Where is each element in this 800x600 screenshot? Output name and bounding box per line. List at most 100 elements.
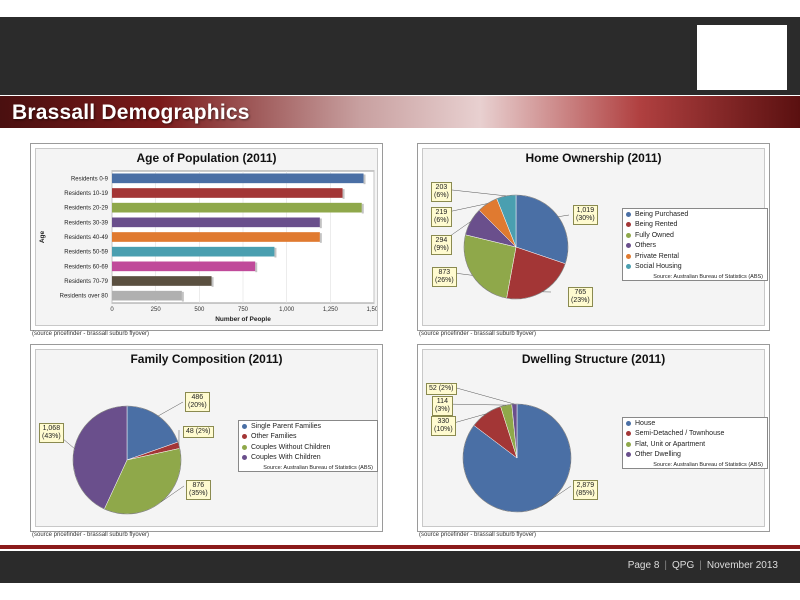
legend-label: Fully Owned: [635, 231, 674, 239]
legend-label: Other Families: [251, 433, 297, 441]
age-chart-title: Age of Population (2011): [136, 151, 277, 165]
legend-item: Others: [623, 241, 767, 252]
legend-swatch: [626, 452, 631, 458]
x-tick-label: 250: [151, 307, 162, 313]
x-tick-label: 500: [194, 307, 205, 313]
category-label: Residents 0-9: [71, 176, 109, 182]
callout-value: 486: [191, 394, 204, 401]
legend-swatch: [626, 420, 631, 426]
bar-shadow: [255, 262, 258, 273]
legend-item: House: [623, 418, 767, 429]
bar: [112, 217, 320, 228]
category-label: Residents 20-29: [64, 206, 108, 212]
callout-percent: (3%): [435, 406, 450, 413]
category-label: Residents 10-19: [64, 191, 108, 197]
callout-percent: (6%): [434, 192, 449, 199]
footer-bar: Page 8 | QPG | November 2013: [0, 551, 800, 583]
x-tick-label: 750: [238, 307, 249, 313]
home-chart-panel: Home Ownership (2011) 1,019 (30%) 765 (23%)…: [417, 143, 770, 331]
dwelling-chart-title: Dwelling Structure (2011): [521, 352, 666, 366]
category-label: Residents 50-59: [64, 250, 108, 256]
legend-source: Source: Australian Bureau of Statistics …: [653, 274, 763, 280]
callout-percent: (9%): [434, 245, 449, 252]
legend-item: Other Families: [239, 432, 377, 443]
callout-label: 1,068 (43%): [39, 423, 64, 443]
home-pie-chart: [442, 188, 570, 300]
callout-leader: [160, 485, 185, 503]
legend-swatch: [626, 232, 631, 238]
legend-item: Fully Owned: [623, 230, 767, 241]
bar: [112, 276, 212, 286]
age-chart-frame: Age of Population (2011) 0 250 500 750 1,000…: [35, 148, 378, 326]
bar-shadow: [211, 277, 214, 287]
callout-label: 873 (26%): [432, 267, 457, 287]
family-legend: Single Parent Families Other Families Coup…: [238, 420, 378, 472]
bar-shadow: [342, 189, 345, 199]
callout-percent: (10%): [434, 426, 453, 433]
legend-label: Flat, Unit or Apartment: [635, 440, 706, 448]
age-chart-source: (source pricefinder - brassall suburb fl…: [32, 331, 150, 337]
category-label: Residents 40-49: [64, 235, 108, 241]
legend-swatch: [242, 423, 247, 429]
bar: [112, 261, 256, 272]
legend-label: Private Rental: [635, 252, 679, 260]
footer-date: November 2013: [706, 560, 778, 571]
legend-swatch: [626, 243, 631, 249]
callout-value: 219: [435, 209, 448, 216]
callout-leader: [558, 214, 570, 217]
legend-label: Couples Without Children: [251, 443, 331, 451]
callout-label: 294 (9%): [431, 235, 452, 255]
legend-label: Others: [635, 242, 657, 250]
footer-page: Page 8: [627, 560, 660, 571]
age-chart-panel: Age of Population (2011) 0 250 500 750 1,000…: [30, 143, 383, 331]
callout-value: 294: [435, 237, 448, 244]
legend-item: Social Housing: [623, 262, 767, 273]
callout-value: 52 (2%): [429, 385, 454, 392]
x-tick-label: 1,500: [366, 307, 377, 313]
callout-label: 876 (35%): [186, 480, 211, 500]
callout-value: 1,068: [42, 425, 61, 432]
home-legend: Being Purchased Being Rented Fully Owned Ot…: [622, 208, 768, 281]
bar: [112, 173, 364, 184]
x-axis-label: Number of People: [215, 316, 271, 323]
callout-percent: (6%): [434, 217, 449, 224]
category-label: Residents 30-39: [64, 220, 108, 226]
logo-placeholder: [697, 25, 787, 90]
callout-value: 114: [436, 398, 448, 405]
legend-label: Other Dwelling: [635, 451, 681, 459]
legend-swatch: [242, 444, 247, 450]
callout-label: 765 (23%): [568, 287, 593, 307]
x-tick-label: 0: [110, 307, 114, 313]
bar-shadow: [181, 291, 184, 302]
callout-label: 203 (6%): [431, 182, 452, 202]
legend-item: Being Purchased: [623, 209, 767, 220]
legend-swatch: [626, 222, 631, 228]
callout-label: 486 (20%): [185, 392, 210, 412]
callout-label: 48 (2%): [183, 426, 214, 438]
category-label: Residents over 80: [60, 294, 109, 300]
callout-value: 48 (2%): [186, 428, 211, 435]
legend-label: Social Housing: [635, 263, 682, 271]
family-pie-chart: [55, 401, 185, 515]
pie-outline: [72, 405, 182, 515]
callout-label: 2,879 (85%): [573, 480, 598, 500]
bar: [112, 188, 343, 198]
footer-separator: |: [664, 560, 667, 571]
callout-percent: (26%): [435, 277, 454, 284]
legend-label: Being Purchased: [635, 210, 689, 218]
legend-swatch: [242, 455, 247, 461]
category-label: Residents 60-69: [64, 264, 108, 270]
category-label: Residents 70-79: [64, 279, 108, 285]
bar-shadow: [274, 247, 277, 258]
home-chart-title: Home Ownership (2011): [525, 151, 662, 165]
legend-swatch: [626, 431, 631, 437]
legend-label: House: [635, 419, 656, 427]
callout-value: 203: [435, 184, 448, 191]
dwelling-chart-frame: Dwelling Structure (2011) 2,879 (85%) 330(…: [422, 349, 768, 527]
footer-company: QPG: [672, 560, 695, 571]
callout-percent: (20%): [188, 402, 207, 409]
callout-label: 219 (6%): [431, 207, 452, 227]
callout-value: 2,879: [576, 482, 595, 489]
x-tick-label: 1,250: [323, 307, 339, 313]
family-chart-frame: Family Composition (2011) 486 (20%) 48 (2%…: [35, 349, 378, 527]
